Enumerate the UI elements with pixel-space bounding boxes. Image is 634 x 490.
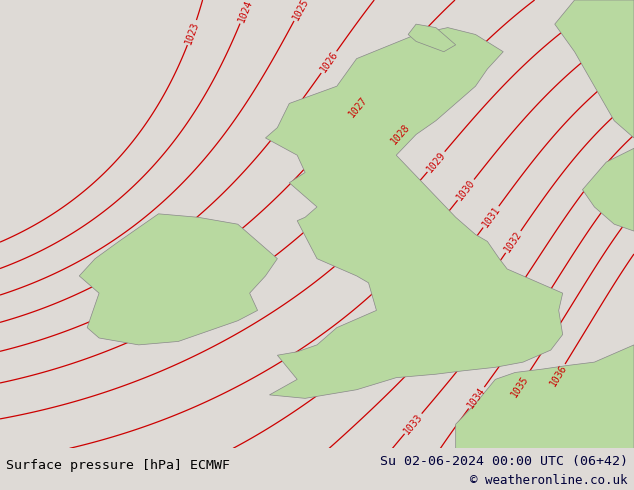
Text: 1026: 1026 (318, 49, 340, 74)
Polygon shape (456, 345, 634, 448)
Text: Surface pressure [hPa] ECMWF: Surface pressure [hPa] ECMWF (6, 459, 230, 471)
Text: Su 02-06-2024 00:00 UTC (06+42): Su 02-06-2024 00:00 UTC (06+42) (380, 455, 628, 468)
Polygon shape (555, 0, 634, 138)
Text: 1033: 1033 (402, 412, 425, 436)
Polygon shape (583, 148, 634, 231)
Text: 1027: 1027 (347, 95, 370, 119)
Text: 1034: 1034 (465, 385, 488, 410)
Polygon shape (79, 214, 278, 345)
Text: 1024: 1024 (236, 0, 254, 24)
Polygon shape (408, 24, 456, 52)
Text: 1023: 1023 (183, 20, 201, 46)
Text: 1028: 1028 (389, 122, 411, 146)
Text: 1035: 1035 (509, 374, 530, 399)
Text: 1025: 1025 (290, 0, 310, 22)
Text: 1030: 1030 (455, 177, 477, 202)
Polygon shape (266, 27, 563, 398)
Text: 1036: 1036 (548, 363, 569, 388)
Text: 1029: 1029 (425, 149, 448, 174)
Text: © weatheronline.co.uk: © weatheronline.co.uk (470, 474, 628, 488)
Text: 1032: 1032 (503, 229, 524, 254)
Text: 1031: 1031 (480, 204, 502, 229)
